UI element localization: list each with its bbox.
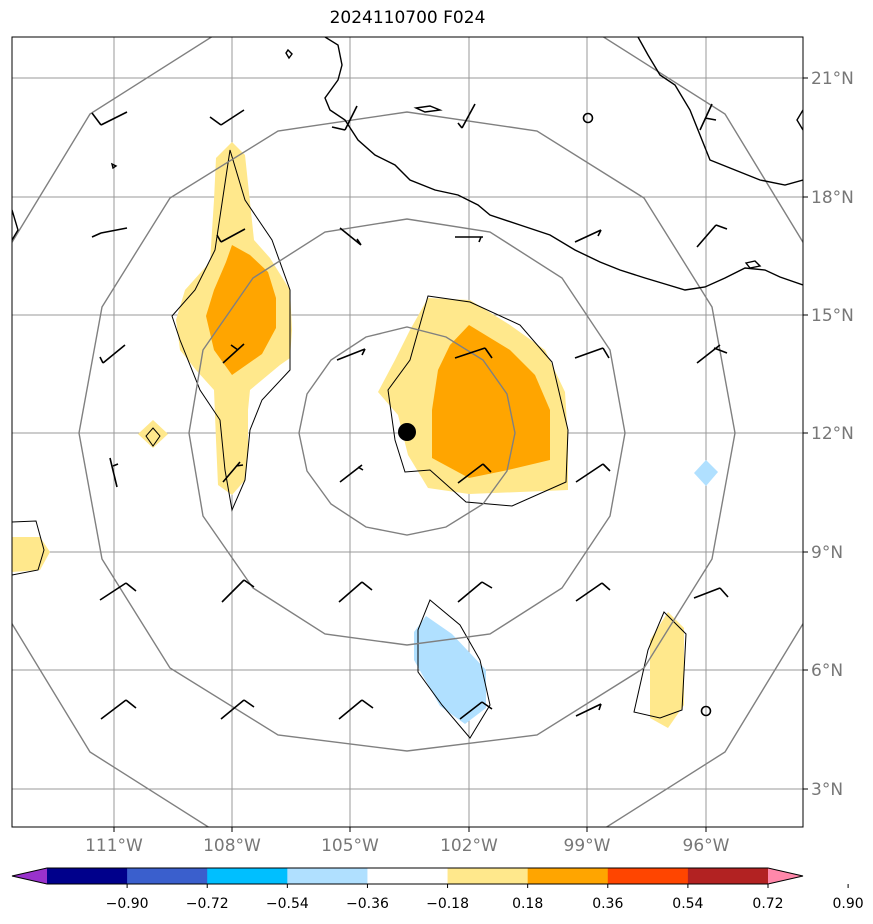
colorbar-extend-low [12,868,47,884]
lat-label: 6°N [811,661,843,681]
wind-barbs [91,103,729,720]
colorbar-segment [607,868,689,884]
lon-label: 96°W [683,836,730,856]
colorbar-segment [527,868,609,884]
lat-label: 9°N [811,543,843,563]
tick-marks [113,77,808,832]
shaded-field-left-edge [12,537,50,572]
colorbar-extend-high [768,868,803,884]
lon-label: 111°W [85,836,143,856]
storm-center-marker [398,423,416,441]
plot-frame [11,36,804,828]
map-title: 2024110700 F024 [329,8,486,28]
colorbar-segment [447,868,529,884]
lon-label: 108°W [203,836,261,856]
colorbar: −0.90 −0.72 −0.54 −0.36 −0.18 0.18 0.36 0.54 0.7… [11,867,864,912]
colorbar-tick-label: 0.18 [512,896,543,912]
colorbar-tick-label: −0.90 [106,896,149,912]
coastline [12,37,803,291]
colorbar-tick-label: −0.54 [266,896,309,912]
calm-circles [582,112,712,717]
shaded-field-south-east [650,612,684,728]
lat-label: 3°N [811,780,843,800]
colorbar-segment [207,868,288,884]
colorbar-segment [47,868,128,884]
colorbar-tick-label: −0.18 [426,896,469,912]
lat-label: 15°N [811,306,854,326]
colorbar-tick-label: −0.72 [186,896,229,912]
colorbar-tick-label: 0.72 [752,896,783,912]
colorbar-segment [367,868,449,884]
colorbar-segment [287,868,368,884]
lat-label: 21°N [811,69,854,89]
shaded-field-small-west [138,420,168,448]
colorbar-outline [11,867,804,885]
colorbar-tick-label: 0.90 [833,896,864,912]
colorbar-segment [127,868,208,884]
lon-label: 105°W [321,836,379,856]
lat-label: 12°N [811,424,854,444]
lon-label: 99°W [564,836,611,856]
lon-label: 102°W [440,836,498,856]
colorbar-tick-label: 0.36 [592,896,623,912]
shaded-field-negative-east [694,460,718,486]
shaded-field-negative-south [414,616,486,724]
shaded-field-positive-west [176,142,292,495]
shaded-field-positive-center [378,298,568,494]
colorbar-segment [687,868,769,884]
range-rings [12,37,803,827]
colorbar-tick-label: −0.36 [346,896,389,912]
lat-label: 18°N [811,188,854,208]
colorbar-tick-label: 0.54 [672,896,703,912]
